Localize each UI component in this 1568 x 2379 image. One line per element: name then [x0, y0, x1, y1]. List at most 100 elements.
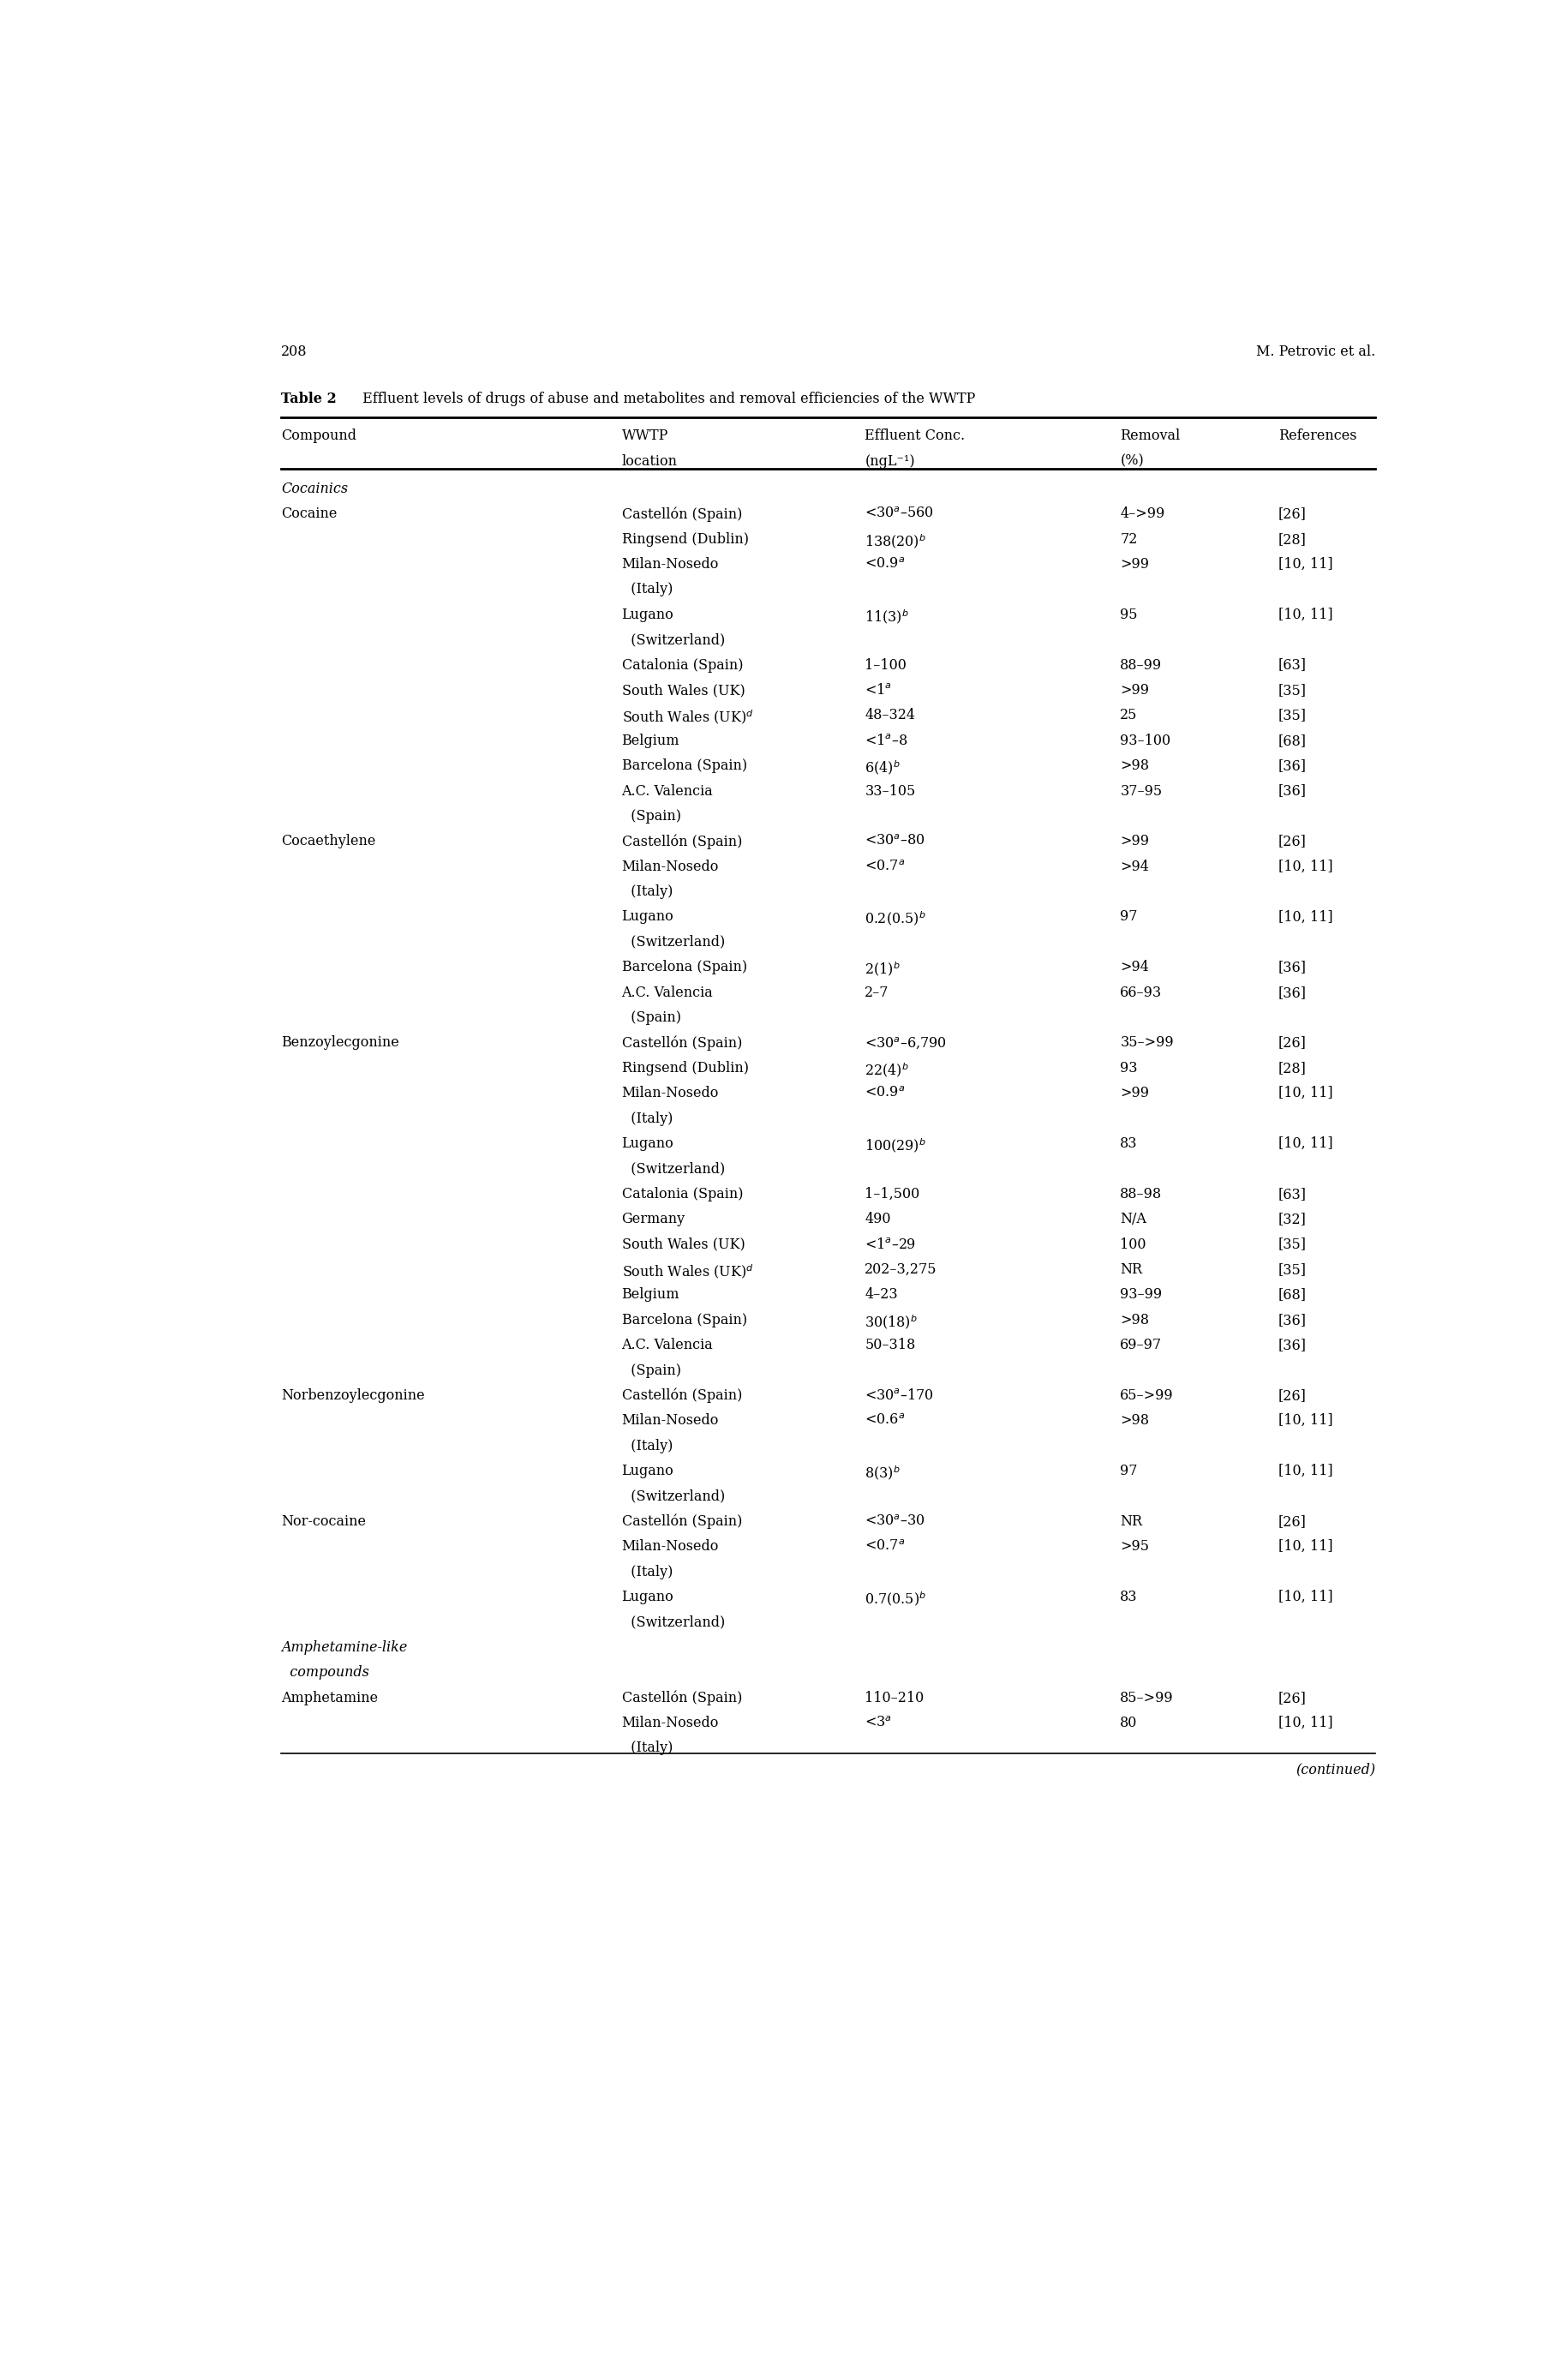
Text: >98: >98 [1120, 1313, 1149, 1327]
Text: South Wales (UK): South Wales (UK) [621, 683, 745, 697]
Text: 1–100: 1–100 [864, 659, 906, 673]
Text: (Italy): (Italy) [621, 885, 673, 899]
Text: [10, 11]: [10, 11] [1278, 909, 1331, 925]
Text: 2(1)$^{b}$: 2(1)$^{b}$ [864, 961, 900, 978]
Text: 80: 80 [1120, 1715, 1137, 1730]
Text: [10, 11]: [10, 11] [1278, 1539, 1331, 1553]
Text: [26]: [26] [1278, 1513, 1306, 1530]
Text: 97: 97 [1120, 909, 1137, 925]
Text: (ngL⁻¹): (ngL⁻¹) [864, 454, 914, 469]
Text: [36]: [36] [1278, 1337, 1306, 1351]
Text: 100: 100 [1120, 1237, 1146, 1251]
Text: Lugano: Lugano [621, 1463, 673, 1477]
Text: South Wales (UK): South Wales (UK) [621, 1237, 745, 1251]
Text: (Italy): (Italy) [621, 1565, 673, 1580]
Text: (Spain): (Spain) [621, 1363, 681, 1377]
Text: >94: >94 [1120, 961, 1149, 975]
Text: [35]: [35] [1278, 1237, 1306, 1251]
Text: Barcelona (Spain): Barcelona (Spain) [621, 961, 746, 975]
Text: 95: 95 [1120, 607, 1137, 621]
Text: [36]: [36] [1278, 985, 1306, 999]
Text: 490: 490 [864, 1211, 891, 1228]
Text: [36]: [36] [1278, 961, 1306, 975]
Text: [10, 11]: [10, 11] [1278, 1413, 1331, 1427]
Text: 85–>99: 85–>99 [1120, 1691, 1173, 1706]
Text: [36]: [36] [1278, 1313, 1306, 1327]
Text: 22(4)$^{b}$: 22(4)$^{b}$ [864, 1061, 908, 1078]
Text: location: location [621, 454, 677, 469]
Text: [10, 11]: [10, 11] [1278, 607, 1331, 621]
Text: [35]: [35] [1278, 683, 1306, 697]
Text: 6(4)$^{b}$: 6(4)$^{b}$ [864, 759, 900, 776]
Text: 4–>99: 4–>99 [1120, 507, 1165, 521]
Text: Castellón (Spain): Castellón (Spain) [621, 1513, 742, 1530]
Text: [26]: [26] [1278, 1035, 1306, 1049]
Text: 25: 25 [1120, 709, 1137, 723]
Text: Nor-cocaine: Nor-cocaine [281, 1513, 365, 1530]
Text: Lugano: Lugano [621, 1589, 673, 1603]
Text: <0.7$^{a}$: <0.7$^{a}$ [864, 1539, 905, 1553]
Text: (Switzerland): (Switzerland) [621, 1161, 724, 1175]
Text: South Wales (UK)$^d$: South Wales (UK)$^d$ [621, 1263, 753, 1280]
Text: 93–99: 93–99 [1120, 1287, 1162, 1301]
Text: [10, 11]: [10, 11] [1278, 1715, 1331, 1730]
Text: South Wales (UK)$^d$: South Wales (UK)$^d$ [621, 709, 753, 726]
Text: A.C. Valencia: A.C. Valencia [621, 1337, 713, 1351]
Text: 8(3)$^{b}$: 8(3)$^{b}$ [864, 1463, 900, 1482]
Text: Germany: Germany [621, 1211, 685, 1228]
Text: <30$^{a}$–80: <30$^{a}$–80 [864, 835, 925, 849]
Text: <30$^{a}$–6,790: <30$^{a}$–6,790 [864, 1035, 947, 1052]
Text: <0.6$^{a}$: <0.6$^{a}$ [864, 1413, 905, 1427]
Text: <30$^{a}$–170: <30$^{a}$–170 [864, 1389, 933, 1404]
Text: WWTP: WWTP [621, 428, 668, 442]
Text: Amphetamine-like: Amphetamine-like [281, 1639, 408, 1656]
Text: Benzoylecgonine: Benzoylecgonine [281, 1035, 398, 1049]
Text: Lugano: Lugano [621, 909, 673, 925]
Text: (Italy): (Italy) [621, 1741, 673, 1756]
Text: <30$^{a}$–30: <30$^{a}$–30 [864, 1513, 925, 1530]
Text: [28]: [28] [1278, 533, 1306, 547]
Text: Compound: Compound [281, 428, 356, 442]
Text: 88–99: 88–99 [1120, 659, 1162, 673]
Text: >98: >98 [1120, 759, 1149, 773]
Text: (Switzerland): (Switzerland) [621, 935, 724, 949]
Text: Ringsend (Dublin): Ringsend (Dublin) [621, 1061, 748, 1075]
Text: (Switzerland): (Switzerland) [621, 633, 724, 647]
Text: <0.9$^{a}$: <0.9$^{a}$ [864, 1085, 905, 1101]
Text: Castellón (Spain): Castellón (Spain) [621, 1389, 742, 1404]
Text: (Switzerland): (Switzerland) [621, 1489, 724, 1504]
Text: Milan-Nosedo: Milan-Nosedo [621, 1413, 718, 1427]
Text: (Spain): (Spain) [621, 809, 681, 823]
Text: Ringsend (Dublin): Ringsend (Dublin) [621, 533, 748, 547]
Text: 88–98: 88–98 [1120, 1187, 1162, 1201]
Text: [36]: [36] [1278, 783, 1306, 799]
Text: 4–23: 4–23 [864, 1287, 897, 1301]
Text: Cocainics: Cocainics [281, 481, 348, 497]
Text: 35–>99: 35–>99 [1120, 1035, 1173, 1049]
Text: 83: 83 [1120, 1137, 1137, 1151]
Text: >98: >98 [1120, 1413, 1149, 1427]
Text: [63]: [63] [1278, 659, 1306, 673]
Text: [26]: [26] [1278, 1691, 1306, 1706]
Text: Castellón (Spain): Castellón (Spain) [621, 1691, 742, 1706]
Text: Milan-Nosedo: Milan-Nosedo [621, 859, 718, 873]
Text: 1–1,500: 1–1,500 [864, 1187, 919, 1201]
Text: Milan-Nosedo: Milan-Nosedo [621, 1085, 718, 1101]
Text: NR: NR [1120, 1513, 1142, 1530]
Text: [10, 11]: [10, 11] [1278, 859, 1331, 873]
Text: Belgium: Belgium [621, 733, 679, 747]
Text: 48–324: 48–324 [864, 709, 914, 723]
Text: [35]: [35] [1278, 1263, 1306, 1278]
Text: A.C. Valencia: A.C. Valencia [621, 985, 713, 999]
Text: <1$^{a}$: <1$^{a}$ [864, 683, 892, 697]
Text: 33–105: 33–105 [864, 783, 916, 799]
Text: Cocaethylene: Cocaethylene [281, 835, 376, 849]
Text: >99: >99 [1120, 835, 1149, 849]
Text: [35]: [35] [1278, 709, 1306, 723]
Text: 93: 93 [1120, 1061, 1137, 1075]
Text: 83: 83 [1120, 1589, 1137, 1603]
Text: >94: >94 [1120, 859, 1149, 873]
Text: Table 2: Table 2 [281, 393, 337, 407]
Text: 11(3)$^{b}$: 11(3)$^{b}$ [864, 607, 908, 626]
Text: <1$^{a}$–8: <1$^{a}$–8 [864, 733, 908, 747]
